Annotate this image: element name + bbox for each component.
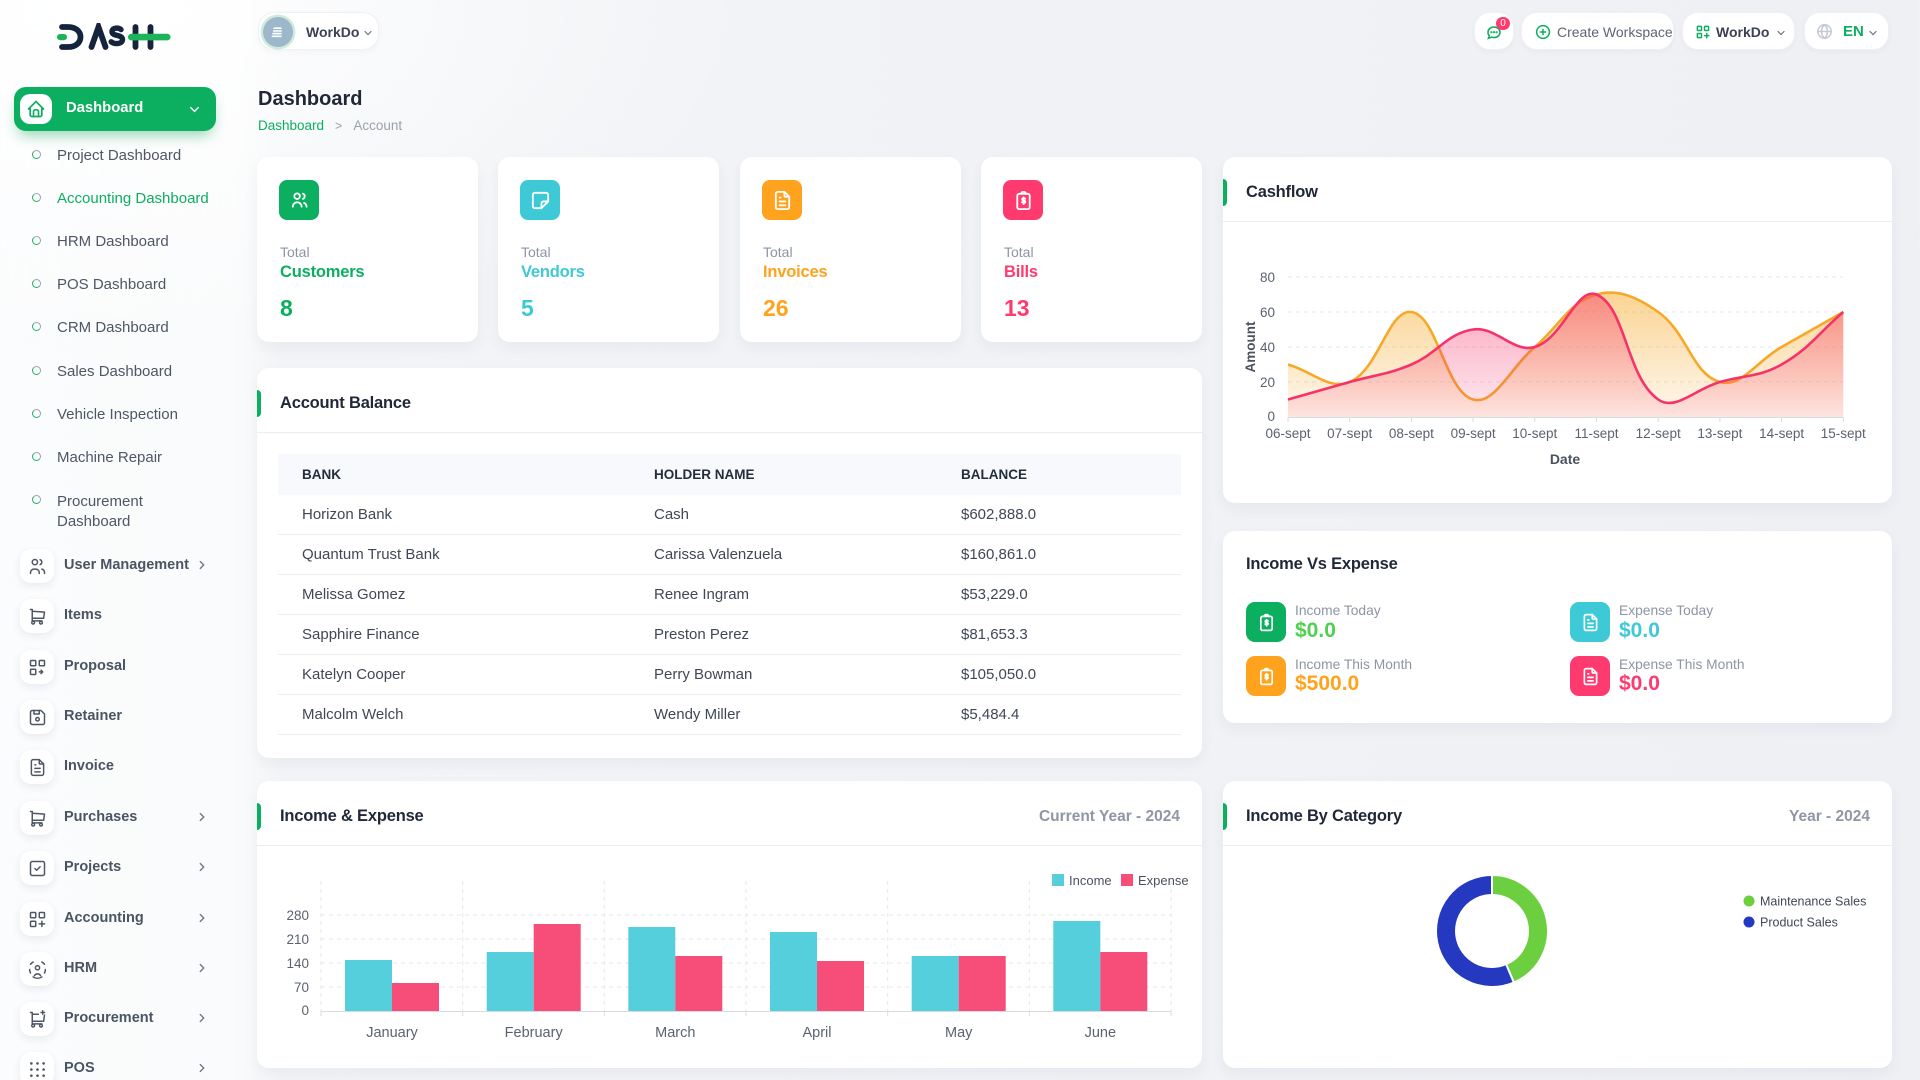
svg-text:March: March [655,1025,695,1041]
svg-text:280: 280 [286,908,309,923]
svg-text:06-sept: 06-sept [1265,426,1310,441]
svg-text:Product Sales: Product Sales [1760,916,1838,930]
svg-text:Amount: Amount [1243,321,1258,372]
svg-text:210: 210 [286,932,309,947]
svg-text:15-sept: 15-sept [1821,426,1866,441]
svg-text:80: 80 [1260,270,1275,285]
svg-text:Expense: Expense [1138,873,1189,888]
svg-text:May: May [945,1025,973,1041]
svg-text:10-sept: 10-sept [1512,426,1557,441]
svg-text:14-sept: 14-sept [1759,426,1804,441]
svg-text:140: 140 [286,956,309,971]
svg-text:11-sept: 11-sept [1574,426,1618,441]
svg-text:70: 70 [294,980,309,995]
svg-text:Income: Income [1069,873,1112,888]
svg-text:0: 0 [301,1003,309,1018]
svg-text:0: 0 [1267,409,1275,424]
svg-text:40: 40 [1260,340,1275,355]
svg-text:April: April [802,1025,831,1041]
svg-text:09-sept: 09-sept [1451,426,1496,441]
svg-text:07-sept: 07-sept [1327,426,1372,441]
svg-text:Maintenance Sales: Maintenance Sales [1760,895,1866,909]
svg-text:June: June [1085,1025,1116,1041]
svg-text:13-sept: 13-sept [1697,426,1742,441]
svg-text:20: 20 [1260,375,1275,390]
svg-text:60: 60 [1260,305,1275,320]
svg-text:Date: Date [1550,451,1581,467]
svg-text:08-sept: 08-sept [1389,426,1434,441]
svg-text:12-sept: 12-sept [1636,426,1681,441]
svg-text:January: January [366,1025,418,1041]
svg-text:February: February [505,1025,564,1041]
